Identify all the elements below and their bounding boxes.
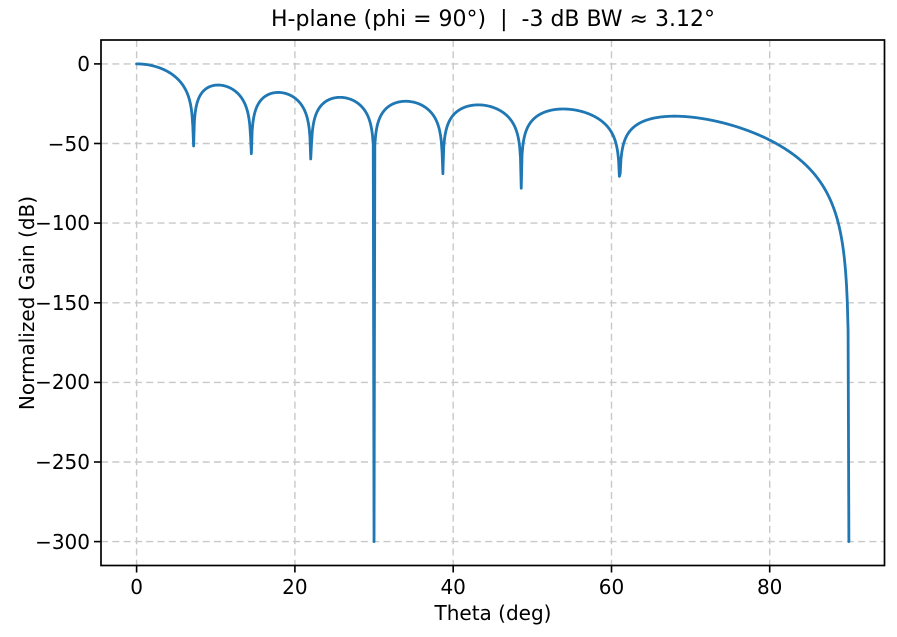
y-tick-label: 0 bbox=[77, 51, 90, 76]
y-tick-label: −250 bbox=[35, 450, 90, 474]
y-tick-label: −100 bbox=[35, 211, 90, 236]
chart-title: H-plane (phi = 90°) | -3 dB BW ≈ 3.12° bbox=[271, 7, 715, 32]
y-tick-label: −50 bbox=[47, 131, 90, 156]
y-tick-label: −300 bbox=[35, 529, 90, 554]
x-tick-label: 20 bbox=[282, 575, 308, 599]
x-tick-label: 80 bbox=[756, 575, 783, 599]
y-tick-label: −200 bbox=[35, 370, 90, 395]
x-tick-label: 40 bbox=[440, 575, 466, 599]
x-axis-label: Theta (deg) bbox=[434, 601, 552, 625]
x-tick-label: 0 bbox=[130, 575, 143, 599]
x-tick-label: 60 bbox=[598, 575, 625, 599]
series-line-h-plane-normalized-gain bbox=[135, 62, 851, 544]
y-tick-label: −150 bbox=[35, 290, 90, 315]
